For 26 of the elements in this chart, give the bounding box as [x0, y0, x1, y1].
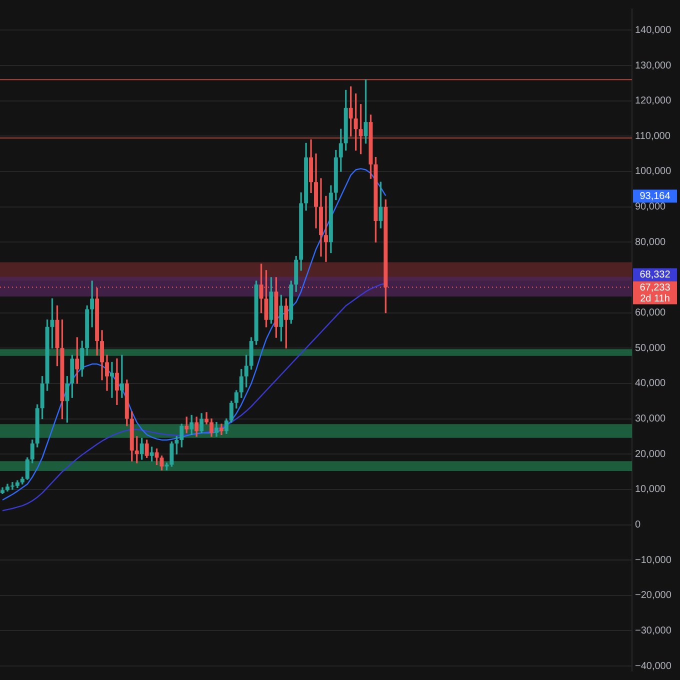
candlestick [324, 196, 328, 262]
text: 93,164 [640, 190, 671, 202]
y-tick-label: 90,000 [635, 202, 666, 213]
y-tick-label: 100,000 [635, 166, 672, 178]
y-tick-label: 60,000 [635, 308, 666, 319]
text: 68,332 [640, 270, 671, 280]
y-tick-label: 40,000 [635, 378, 666, 390]
y-tick-label: 140,000 [635, 24, 672, 36]
y-tick-label: 30,000 [635, 414, 666, 425]
text: 67,233 [640, 282, 671, 294]
candlestick [90, 280, 94, 328]
y-tick-label: 80,000 [635, 236, 666, 248]
y-tick-label: −20,000 [635, 590, 672, 602]
y-tick-label: 130,000 [635, 60, 672, 72]
candlestick [110, 362, 114, 398]
text: 2d 11h [640, 294, 670, 304]
candlestick [120, 354, 124, 398]
y-tick-label: −40,000 [635, 660, 672, 672]
y-tick-label: 110,000 [635, 130, 671, 142]
y-tick-label: 0 [635, 520, 641, 530]
y-tick-label: −10,000 [635, 554, 672, 566]
y-tick-label: 120,000 [635, 96, 672, 107]
y-tick-label: 20,000 [635, 448, 666, 460]
y-tick-label: −30,000 [635, 625, 672, 636]
y-tick-label: 10,000 [635, 484, 666, 496]
y-tick-label: 50,000 [635, 342, 666, 354]
